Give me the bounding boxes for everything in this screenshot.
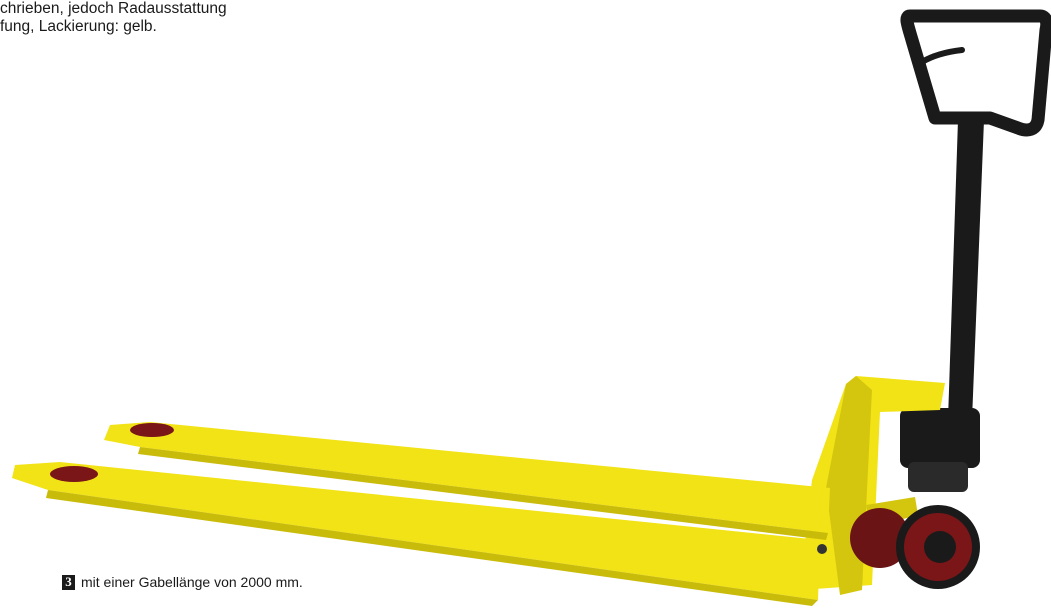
caption-text: mit einer Gabellänge von 2000 mm. [81, 574, 303, 590]
fork-back [104, 422, 830, 533]
pump-base [908, 462, 968, 492]
caption-number-badge: 3 [62, 574, 75, 590]
description-line-2: fung, Lackierung: gelb. [0, 18, 157, 35]
fork-front [12, 462, 820, 600]
main-wheel-rear [850, 508, 910, 568]
main-wheel-hub [924, 531, 956, 563]
description-line-1: chrieben, jedoch Radausstattung [0, 0, 227, 17]
pump-housing [900, 408, 980, 468]
drawbar [948, 120, 984, 420]
product-description: chrieben, jedoch Radausstattung fung, La… [0, 0, 227, 36]
release-lever [919, 47, 965, 65]
handle-loop [900, 9, 1051, 137]
image-caption: 3 mit einer Gabellänge von 2000 mm. [62, 574, 303, 590]
roller-back [130, 423, 174, 437]
bolt [817, 544, 827, 554]
roller-front [50, 466, 98, 482]
fork-back-shade [138, 447, 828, 540]
fork-front-shade [46, 490, 818, 606]
